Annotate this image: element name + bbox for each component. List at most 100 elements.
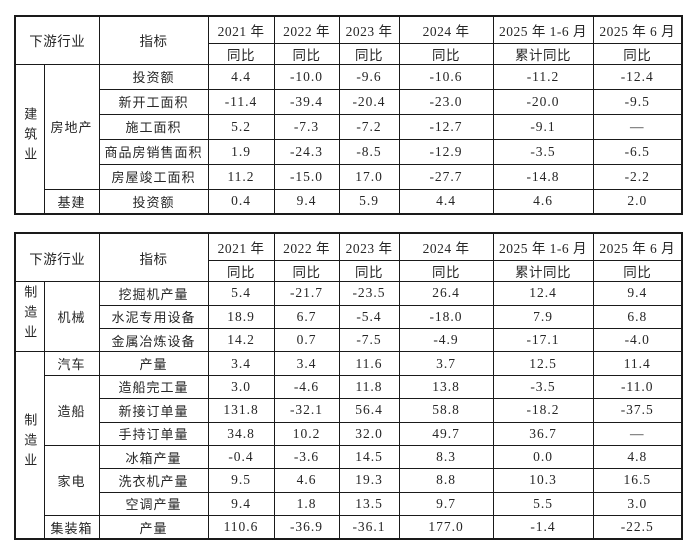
value-cell: -27.7 <box>398 163 494 190</box>
value-cell: 3.0 <box>207 374 275 400</box>
value-cell: 14.5 <box>338 444 400 470</box>
value-cell: 11.6 <box>338 351 400 376</box>
value-cell: -3.5 <box>492 138 594 165</box>
value-cell: 4.6 <box>492 188 594 215</box>
value-cell: -8.5 <box>338 138 400 165</box>
group-label-containers: 集装箱 <box>43 515 100 540</box>
table-row: 基建 投资额 0.4 9.4 5.9 4.4 4.6 2.0 <box>15 188 683 215</box>
year-column-header: 2022 年 <box>273 15 340 44</box>
yoy-subheader: 同比 <box>273 42 340 65</box>
table-row: 房屋竣工面积 11.2 -15.0 17.0 -27.7 -14.8 -2.2 <box>15 163 683 190</box>
table-row: 制造业 机械 挖掘机产量 5.4 -21.7 -23.5 26.4 12.4 9… <box>14 281 683 353</box>
indicator-cell: 产量 <box>98 351 209 376</box>
value-cell: 19.3 <box>338 468 400 493</box>
year-column-header: 2022 年 <box>273 232 340 261</box>
value-cell: 10.2 <box>273 421 340 446</box>
value-cell: -17.1 <box>492 328 594 353</box>
indicator-cell: 空调产量 <box>98 491 209 517</box>
value-cell: — <box>592 113 683 140</box>
year-column-header: 2025 年 6 月 <box>592 232 683 261</box>
indicator-cell: 投资额 <box>98 63 209 90</box>
value-cell: — <box>592 421 683 446</box>
value-cell: -20.4 <box>338 88 400 115</box>
industry-label-construction: 建筑业 <box>14 63 45 215</box>
yoy-subheader: 同比 <box>398 259 494 283</box>
value-cell: -11.2 <box>492 63 594 90</box>
yoy-subheader: 同比 <box>207 42 275 65</box>
value-cell: -23.0 <box>398 88 494 115</box>
value-cell: -1.4 <box>492 515 594 540</box>
value-cell: -39.4 <box>273 88 340 115</box>
group-label-auto: 汽车 <box>43 351 100 376</box>
year-column-header: 2025 年 6 月 <box>592 15 683 44</box>
value-cell: 1.8 <box>273 491 340 517</box>
value-cell: 12.4 <box>492 281 594 306</box>
value-cell: 3.4 <box>273 351 340 376</box>
industry-column-header: 下游行业 <box>14 232 100 283</box>
value-cell: -6.5 <box>592 138 683 165</box>
value-cell: 131.8 <box>207 398 275 423</box>
value-cell: -9.1 <box>492 113 594 140</box>
value-cell: -11.4 <box>207 88 275 115</box>
value-cell: 8.8 <box>398 468 494 493</box>
indicator-cell: 挖掘机产量 <box>98 281 209 306</box>
value-cell: -4.6 <box>273 374 340 400</box>
table-row: 新开工面积 -11.4 -39.4 -20.4 -23.0 -20.0 -9.5 <box>15 88 683 115</box>
header-row-yoy: 同比 同比 同比 同比 累计同比 同比 <box>15 259 683 283</box>
value-cell: -0.4 <box>207 444 275 470</box>
year-column-header: 2024 年 <box>398 232 494 261</box>
value-cell: -23.5 <box>338 281 400 306</box>
value-cell: 11.2 <box>207 163 275 190</box>
yoy-subheader: 同比 <box>592 42 683 65</box>
value-cell: 5.2 <box>207 113 275 140</box>
value-cell: 34.8 <box>207 421 275 446</box>
yoy-subheader: 同比 <box>338 259 400 283</box>
table-row: 手持订单量 34.8 10.2 32.0 49.7 36.7 — <box>15 421 683 446</box>
value-cell: 13.5 <box>338 491 400 517</box>
value-cell: -7.5 <box>338 328 400 353</box>
vertical-text: 制造业 <box>22 284 38 345</box>
year-column-header: 2025 年 1-6 月 <box>492 15 594 44</box>
value-cell: 11.4 <box>592 351 683 376</box>
value-cell: -3.5 <box>492 374 594 400</box>
yoy-subheader: 同比 <box>207 259 275 283</box>
value-cell: 5.5 <box>492 491 594 517</box>
value-cell: 14.2 <box>207 328 275 353</box>
value-cell: -9.5 <box>592 88 683 115</box>
indicator-cell: 产量 <box>98 515 209 540</box>
value-cell: -12.7 <box>398 113 494 140</box>
value-cell: 4.8 <box>592 444 683 470</box>
value-cell: -11.0 <box>592 374 683 400</box>
group-label-shipbuilding: 造船 <box>43 374 100 446</box>
value-cell: 11.8 <box>338 374 400 400</box>
value-cell: 26.4 <box>398 281 494 306</box>
value-cell: 3.0 <box>592 491 683 517</box>
value-cell: -15.0 <box>273 163 340 190</box>
value-cell: -4.9 <box>398 328 494 353</box>
value-cell: 3.4 <box>207 351 275 376</box>
value-cell: -36.1 <box>338 515 400 540</box>
indicator-cell: 冰箱产量 <box>98 444 209 470</box>
value-cell: 32.0 <box>338 421 400 446</box>
value-cell: -36.9 <box>273 515 340 540</box>
value-cell: -7.3 <box>273 113 340 140</box>
value-cell: 16.5 <box>592 468 683 493</box>
value-cell: 13.8 <box>398 374 494 400</box>
year-column-header: 2023 年 <box>338 232 400 261</box>
indicator-cell: 造船完工量 <box>98 374 209 400</box>
indicator-column-header: 指标 <box>98 232 209 283</box>
value-cell: 56.4 <box>338 398 400 423</box>
value-cell: -18.0 <box>398 304 494 330</box>
value-cell: 1.9 <box>207 138 275 165</box>
value-cell: 9.4 <box>207 491 275 517</box>
indicator-cell: 施工面积 <box>98 113 209 140</box>
value-cell: 110.6 <box>207 515 275 540</box>
group-label-real-estate: 房地产 <box>43 63 100 190</box>
indicator-cell: 新开工面积 <box>98 88 209 115</box>
table-row: 新接订单量 131.8 -32.1 56.4 58.8 -18.2 -37.5 <box>15 398 683 423</box>
indicator-cell: 新接订单量 <box>98 398 209 423</box>
table-downstream-construction: 下游行业 指标 2021 年 2022 年 2023 年 2024 年 2025… <box>14 15 683 215</box>
value-cell: 7.9 <box>492 304 594 330</box>
yoy-subheader: 同比 <box>338 42 400 65</box>
